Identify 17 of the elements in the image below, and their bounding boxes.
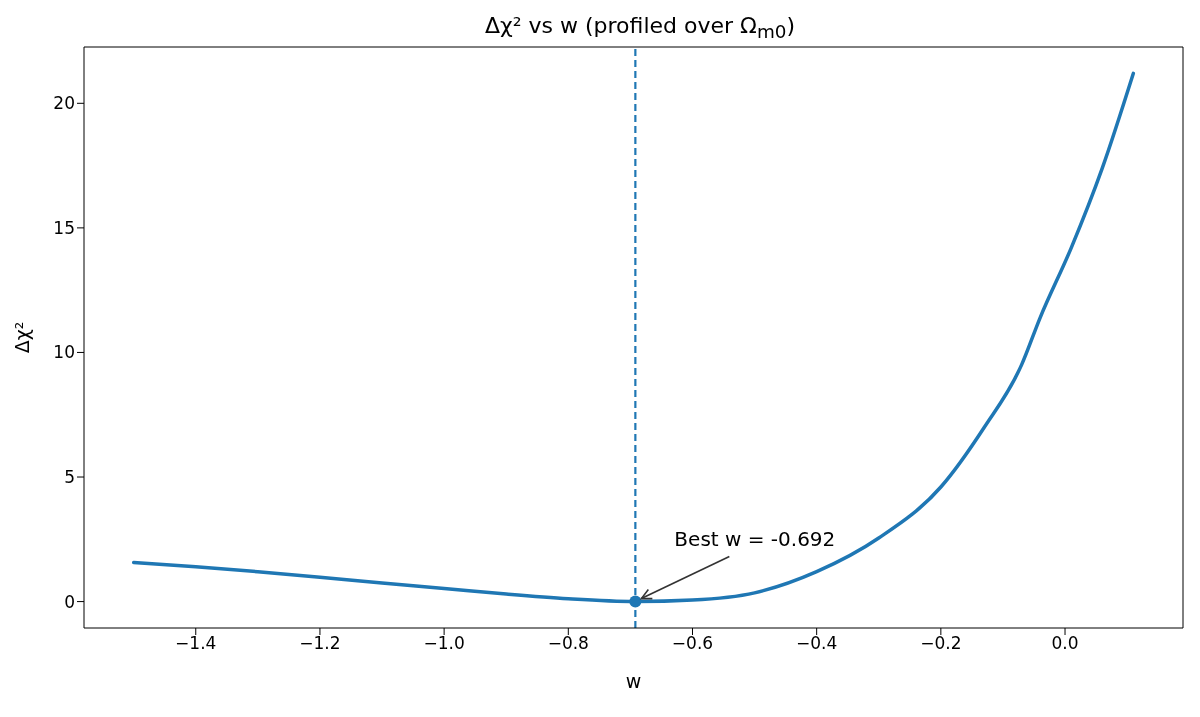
x-tick-label: 0.0 — [1051, 633, 1079, 654]
x-tick-label: −0.8 — [547, 633, 589, 654]
x-tick-label: −1.0 — [423, 633, 465, 654]
y-tick-label: 20 — [53, 93, 75, 114]
x-tick-label: −1.2 — [299, 633, 341, 654]
y-tick-label: 5 — [64, 467, 75, 488]
y-tick-label: 10 — [53, 342, 75, 363]
y-tick-label: 0 — [64, 591, 75, 612]
x-axis-title: w — [625, 670, 642, 692]
x-tick-label: −0.6 — [671, 633, 714, 654]
x-tick-label: −0.2 — [920, 633, 962, 654]
chart-title: Δχ² vs w (profiled over Ω$_{m0}$) — [483, 12, 796, 44]
x-tick-label: −1.4 — [175, 633, 217, 654]
y-axis-title: Δχ² — [10, 321, 33, 354]
annotation: Best w = -0.692 — [674, 526, 836, 551]
x-tick-label: −0.4 — [796, 633, 838, 654]
y-tick-label: 15 — [53, 217, 75, 238]
